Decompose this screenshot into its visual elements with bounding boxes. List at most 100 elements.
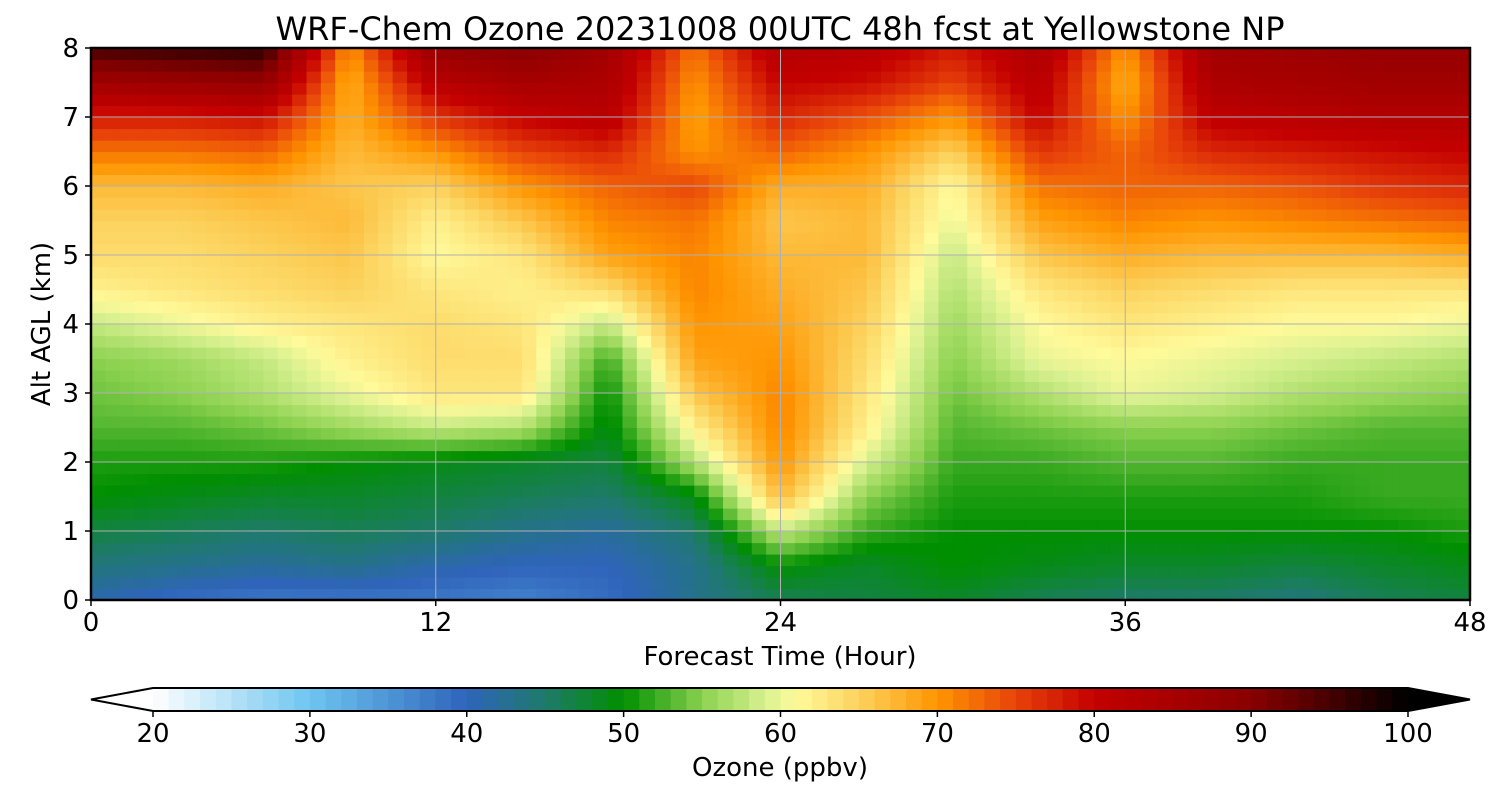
heatmap-cell xyxy=(407,266,422,279)
heatmap-cell xyxy=(837,163,853,176)
heatmap-cell xyxy=(952,531,968,544)
heatmap-cell xyxy=(924,439,940,452)
heatmap-cell xyxy=(1326,404,1342,417)
heatmap-cell xyxy=(1383,565,1399,578)
heatmap-cell xyxy=(148,209,164,222)
heatmap-cell xyxy=(1398,232,1414,245)
heatmap-cell xyxy=(1082,565,1098,578)
heatmap-cell xyxy=(665,565,681,578)
heatmap-cell xyxy=(493,588,509,601)
heatmap-cell xyxy=(823,163,839,176)
heatmap-cell xyxy=(981,485,997,498)
heatmap-cell xyxy=(1225,151,1241,164)
heatmap-cell xyxy=(1225,71,1241,84)
heatmap-cell xyxy=(148,48,164,61)
colorbar-segment xyxy=(874,688,891,711)
heatmap-cell xyxy=(809,370,825,383)
heatmap-cell xyxy=(952,186,968,199)
heatmap-cell xyxy=(478,542,494,555)
heatmap-cell xyxy=(995,174,1011,187)
heatmap-cell xyxy=(421,473,437,486)
heatmap-cell xyxy=(1369,404,1385,417)
heatmap-cell xyxy=(1369,554,1385,567)
heatmap-cell xyxy=(1326,197,1342,210)
heatmap-cell xyxy=(1326,588,1342,601)
heatmap-cell xyxy=(407,301,422,314)
colorbar-tick-label: 40 xyxy=(450,719,483,749)
heatmap-cell xyxy=(679,335,695,348)
heatmap-cell xyxy=(751,393,767,406)
heatmap-cell xyxy=(277,542,293,555)
heatmap-cell xyxy=(277,324,293,337)
heatmap-cell xyxy=(593,140,609,153)
heatmap-cell xyxy=(1197,243,1213,256)
heatmap-cell xyxy=(220,278,236,291)
heatmap-cell xyxy=(249,335,264,348)
heatmap-cell xyxy=(665,347,681,360)
heatmap-cell xyxy=(392,554,408,567)
heatmap-cell xyxy=(234,174,250,187)
heatmap-cell xyxy=(608,151,624,164)
heatmap-cell xyxy=(1024,496,1040,509)
heatmap-cell xyxy=(780,197,796,210)
heatmap-cell xyxy=(622,220,638,233)
heatmap-cell xyxy=(1110,232,1126,245)
heatmap-cell xyxy=(407,278,422,291)
heatmap-cell xyxy=(1182,335,1198,348)
heatmap-cell xyxy=(895,94,911,107)
heatmap-cell xyxy=(1311,335,1327,348)
heatmap-cell xyxy=(823,381,839,394)
heatmap-cell xyxy=(952,577,968,590)
heatmap-cell xyxy=(636,278,652,291)
heatmap-cell xyxy=(1254,381,1270,394)
heatmap-cell xyxy=(679,485,695,498)
heatmap-cell xyxy=(737,496,753,509)
heatmap-cell xyxy=(1340,462,1356,475)
heatmap-cell xyxy=(435,577,451,590)
heatmap-cell xyxy=(909,370,925,383)
heatmap-cell xyxy=(1067,381,1083,394)
heatmap-cell xyxy=(363,105,379,118)
heatmap-cell xyxy=(91,588,106,601)
heatmap-cell xyxy=(1211,358,1227,371)
heatmap-cell xyxy=(162,128,178,141)
heatmap-cell xyxy=(1355,358,1371,371)
colorbar-ticks: 20 30 40 50 60 70 80 90 100 xyxy=(136,711,1433,749)
heatmap-cell xyxy=(895,462,911,475)
heatmap-cell xyxy=(1383,404,1399,417)
heatmap-cell xyxy=(105,577,121,590)
heatmap-cell xyxy=(392,312,408,325)
heatmap-cell xyxy=(148,128,164,141)
heatmap-cell xyxy=(335,542,351,555)
heatmap-cell xyxy=(91,439,106,452)
heatmap-cell xyxy=(134,554,150,567)
heatmap-cell xyxy=(1197,278,1213,291)
heatmap-cell xyxy=(1340,289,1356,302)
heatmap-cell xyxy=(478,439,494,452)
heatmap-cell xyxy=(536,232,552,245)
heatmap-cell xyxy=(794,335,810,348)
heatmap-cell xyxy=(521,117,537,130)
heatmap-cell xyxy=(866,255,882,268)
heatmap-cell xyxy=(1383,59,1399,72)
heatmap-cell xyxy=(1211,370,1227,383)
heatmap-cell xyxy=(866,508,882,521)
heatmap-cell xyxy=(1168,71,1184,84)
heatmap-cell xyxy=(435,197,451,210)
heatmap-cell xyxy=(1067,554,1083,567)
heatmap-cell xyxy=(651,473,667,486)
heatmap-cell xyxy=(924,243,940,256)
heatmap-cell xyxy=(1355,128,1371,141)
heatmap-cell xyxy=(320,186,336,199)
heatmap-cell xyxy=(780,427,796,440)
heatmap-cell xyxy=(306,404,322,417)
heatmap-cell xyxy=(306,335,322,348)
heatmap-cell xyxy=(478,393,494,406)
heatmap-cell xyxy=(1197,588,1213,601)
heatmap-cell xyxy=(608,439,624,452)
heatmap-cell xyxy=(651,174,667,187)
heatmap-cell xyxy=(1024,416,1040,429)
heatmap-cell xyxy=(1096,531,1112,544)
heatmap-cell xyxy=(1340,186,1356,199)
heatmap-cell xyxy=(565,255,580,268)
